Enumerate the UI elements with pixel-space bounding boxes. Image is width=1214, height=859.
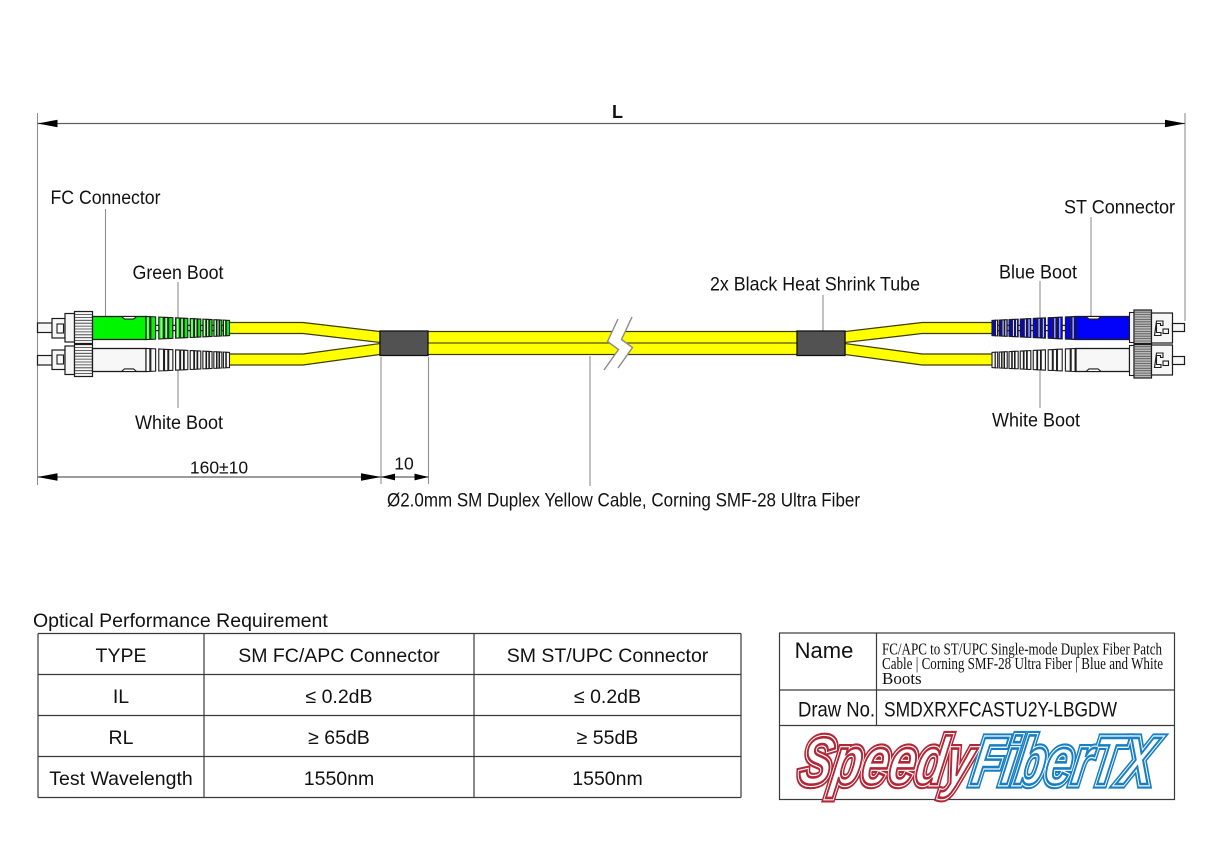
svg-text:White Boot: White Boot xyxy=(992,410,1081,432)
svg-text:L: L xyxy=(612,102,623,122)
svg-text:Green Boot: Green Boot xyxy=(133,262,225,284)
svg-text:10: 10 xyxy=(394,454,414,474)
svg-text:≥ 65dB: ≥ 65dB xyxy=(308,727,370,749)
svg-text:Blue Boot: Blue Boot xyxy=(999,262,1078,284)
svg-text:SMDXRXFCASTU2Y-LBGDW: SMDXRXFCASTU2Y-LBGDW xyxy=(884,698,1118,722)
svg-text:Cable | Corning SMF-28 Ultra F: Cable | Corning SMF-28 Ultra Fiber | Blu… xyxy=(882,654,1163,673)
svg-text:SpeedyFiberTX: SpeedyFiberTX xyxy=(794,723,1164,799)
svg-text:FC Connector: FC Connector xyxy=(51,187,161,209)
svg-text:1550nm: 1550nm xyxy=(572,768,642,790)
svg-text:IL: IL xyxy=(113,686,129,708)
svg-text:1550nm: 1550nm xyxy=(304,768,374,790)
svg-text:SM FC/APC Connector: SM FC/APC Connector xyxy=(238,645,440,667)
svg-text:Boots: Boots xyxy=(882,669,922,688)
svg-text:SpeedyFiberTX: SpeedyFiberTX xyxy=(794,723,1164,799)
svg-text:2x Black Heat Shrink Tube: 2x Black Heat Shrink Tube xyxy=(710,274,920,296)
svg-text:ST Connector: ST Connector xyxy=(1064,197,1175,219)
svg-text:Test Wavelength: Test Wavelength xyxy=(49,768,192,790)
svg-text:≥ 55dB: ≥ 55dB xyxy=(577,727,639,749)
svg-text:TYPE: TYPE xyxy=(96,645,147,667)
svg-text:White Boot: White Boot xyxy=(135,412,224,434)
svg-text:≤ 0.2dB: ≤ 0.2dB xyxy=(305,686,372,708)
svg-text:Optical Performance Requiremen: Optical Performance Requirement xyxy=(33,610,328,632)
svg-text:SpeedyFiberTX: SpeedyFiberTX xyxy=(794,723,1164,799)
svg-text:FC/APC to ST/UPC Single-mode D: FC/APC to ST/UPC Single-mode Duplex Fibe… xyxy=(882,640,1162,659)
svg-text:Ø2.0mm SM Duplex Yellow Cable,: Ø2.0mm SM Duplex Yellow Cable, Corning S… xyxy=(387,490,860,512)
svg-text:Name: Name xyxy=(795,638,854,663)
svg-text:≤ 0.2dB: ≤ 0.2dB xyxy=(574,686,641,708)
svg-text:SM ST/UPC Connector: SM ST/UPC Connector xyxy=(507,645,709,667)
svg-text:160±10: 160±10 xyxy=(190,458,249,478)
svg-text:Draw No.: Draw No. xyxy=(798,698,875,722)
svg-text:RL: RL xyxy=(109,727,134,749)
